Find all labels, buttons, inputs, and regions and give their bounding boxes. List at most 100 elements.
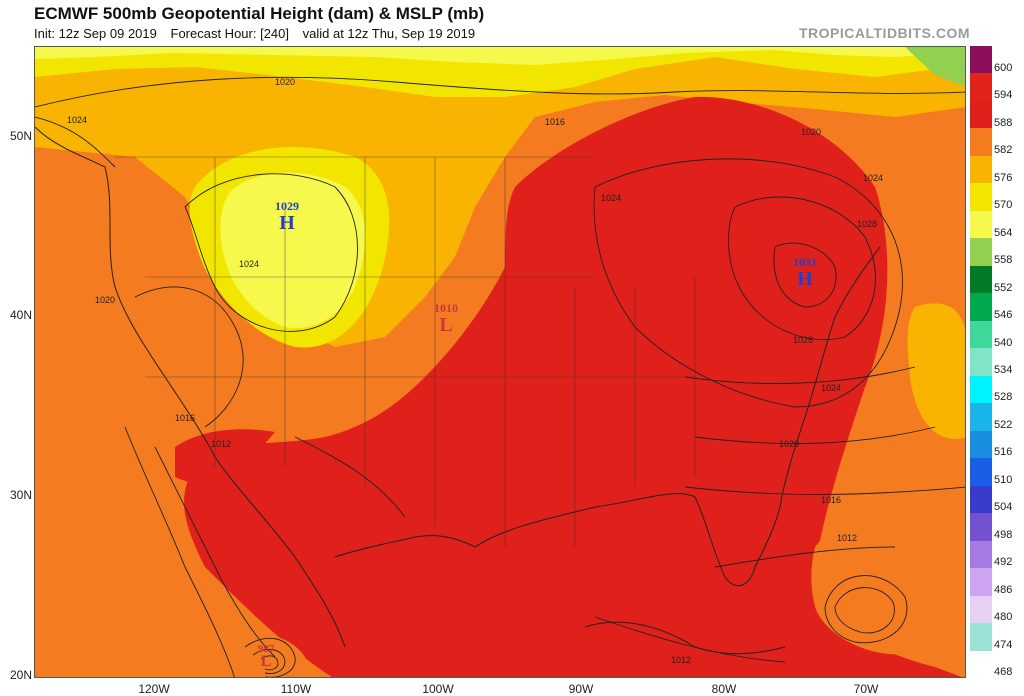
colorbar-label: 576	[994, 171, 1013, 184]
colorbar-label: 552	[994, 281, 1013, 294]
colorbar-label: 468	[994, 666, 1013, 679]
colorbar-level: 540	[970, 320, 1020, 349]
colorbar-label: 510	[994, 473, 1013, 486]
colorbar-swatch	[970, 595, 992, 624]
band-558-ne	[905, 47, 965, 87]
height-colorbar: 600 594 588 582 576 570 564 558 552 546 540 534 528 5…	[970, 46, 1020, 678]
colorbar-label: 534	[994, 363, 1013, 376]
colorbar-swatch	[970, 100, 992, 129]
lat-label-30n: 30N	[9, 488, 32, 502]
colorbar-label: 480	[994, 611, 1013, 624]
colorbar-swatch	[970, 375, 992, 404]
colorbar-label: 546	[994, 309, 1013, 322]
colorbar-level: 576	[970, 155, 1020, 184]
pressure-type: L	[439, 314, 453, 336]
band-588	[184, 96, 962, 677]
band-570-north	[35, 47, 965, 97]
colorbar-level: 600	[970, 46, 1020, 74]
colorbar-swatch	[970, 403, 992, 431]
isobar-label: 1028	[793, 335, 813, 345]
colorbar-swatch	[970, 46, 992, 74]
isobar-labels: 1020 1024 1016 1020 1024 1028 1028 1024 …	[67, 77, 883, 665]
isobar-label: 1020	[779, 439, 799, 449]
pressure-value: 1010	[434, 301, 458, 315]
pressure-value: 1031	[793, 255, 817, 269]
colorbar-swatch	[970, 155, 992, 184]
isobar-label: 1024	[601, 193, 621, 203]
lon-label-100w: 100W	[422, 682, 454, 696]
band-588-west	[175, 429, 275, 484]
colorbar-label: 498	[994, 528, 1013, 541]
colorbar-swatch	[970, 458, 992, 486]
colorbar-level: 474	[970, 623, 1020, 651]
colorbar-level: 504	[970, 485, 1020, 514]
forecast-hour: Forecast Hour: [240]	[170, 26, 290, 41]
isobar-label: 1024	[863, 173, 883, 183]
isobar-label: 1016	[545, 117, 565, 127]
colorbar-swatch	[970, 513, 992, 541]
lon-label-80w: 80W	[711, 682, 737, 696]
low-pressure-center-987: 987 L	[251, 643, 281, 670]
pressure-type: H	[797, 268, 813, 290]
colorbar-label: 600	[994, 61, 1013, 74]
lon-label-110w: 110W	[280, 682, 312, 696]
colorbar-swatch	[970, 183, 992, 211]
isobar-label: 1020	[275, 77, 295, 87]
colorbar-level: 546	[970, 293, 1020, 322]
colorbar-level: 564	[970, 210, 1020, 239]
colorbar-label: 492	[994, 556, 1013, 569]
colorbar-swatch	[970, 430, 992, 459]
pressure-type: L	[260, 653, 272, 670]
colorbar-level: 588	[970, 100, 1020, 129]
pressure-value: 987	[257, 643, 275, 655]
init-time: Init: 12z Sep 09 2019	[34, 26, 157, 41]
state-borders	[115, 156, 696, 547]
isobar-label: 1016	[175, 413, 195, 423]
colorbar-level: 486	[970, 568, 1020, 596]
colorbar-swatch	[970, 293, 992, 321]
lat-label-20n: 20N	[9, 668, 32, 682]
valid-time: valid at 12z Thu, Sep 19 2019	[302, 26, 476, 41]
colorbar-level: 528	[970, 375, 1020, 404]
isobar-label: 1028	[857, 219, 877, 229]
colorbar-level: 516	[970, 430, 1020, 459]
colorbar-level: 480	[970, 595, 1020, 624]
isobar-label: 1012	[837, 533, 857, 543]
colorbar-label: 486	[994, 583, 1013, 596]
band-582-pacific-low	[215, 634, 305, 677]
pressure-value: 1029	[275, 199, 299, 213]
colorbar-label: 522	[994, 418, 1013, 431]
colorbar-level: 510	[970, 458, 1020, 486]
isobar-label: 1016	[821, 495, 841, 505]
forecast-map: 1020 1024 1016 1020 1024 1028 1028 1024 …	[34, 46, 966, 678]
colorbar-swatch	[970, 540, 992, 569]
high-pressure-center-1031: 1031 H	[787, 255, 823, 290]
colorbar-level: 492	[970, 540, 1020, 569]
band-576-east	[907, 303, 965, 439]
colorbar-swatch	[970, 650, 992, 678]
lon-label-90w: 90W	[568, 682, 594, 696]
site-credit: TROPICALTIDBITS.COM	[798, 25, 970, 41]
colorbar-swatch	[970, 348, 992, 376]
colorbar-level: 498	[970, 513, 1020, 541]
isobar-label: 1024	[67, 115, 87, 125]
lat-label-40n: 40N	[9, 308, 32, 322]
isobar-label: 1024	[821, 383, 841, 393]
colorbar-label: 516	[994, 446, 1013, 459]
isobar-label: 1024	[239, 259, 259, 269]
pressure-type: H	[279, 212, 295, 234]
colorbar-label: 594	[994, 89, 1013, 102]
colorbar-label: 558	[994, 254, 1013, 267]
colorbar-level: 552	[970, 265, 1020, 294]
lon-label-120w: 120W	[138, 682, 170, 696]
colorbar-swatch	[970, 623, 992, 651]
colorbar-swatch	[970, 320, 992, 349]
lon-label-70w: 70W	[853, 682, 879, 696]
colorbar-level: 558	[970, 238, 1020, 267]
colorbar-label: 588	[994, 116, 1013, 129]
colorbar-swatch	[970, 485, 992, 514]
isobar-label: 1020	[801, 127, 821, 137]
isobar-label: 1020	[95, 295, 115, 305]
band-564-north	[35, 47, 965, 65]
colorbar-swatch	[970, 73, 992, 101]
